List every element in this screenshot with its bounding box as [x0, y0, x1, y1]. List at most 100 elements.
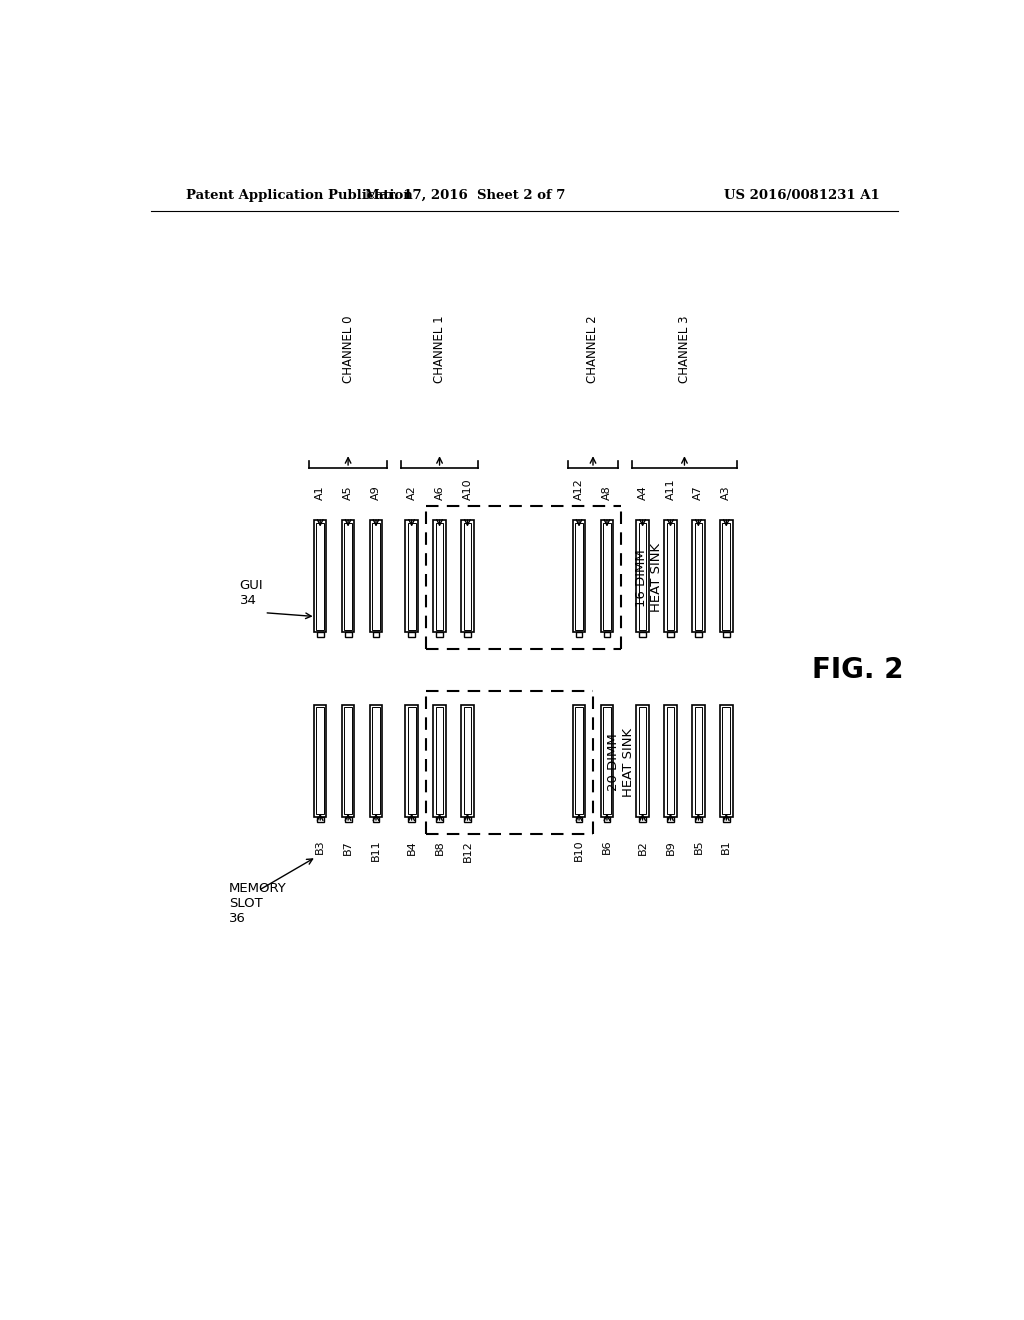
Bar [692, 520, 705, 632]
Bar [316, 523, 324, 630]
Bar [636, 705, 649, 817]
Bar [692, 705, 705, 817]
Text: B3: B3 [315, 840, 326, 854]
Bar [344, 523, 352, 630]
Bar [665, 705, 677, 817]
Text: B6: B6 [602, 840, 612, 854]
Text: A2: A2 [407, 486, 417, 500]
Bar [373, 817, 380, 822]
Bar [720, 705, 732, 817]
Text: A12: A12 [574, 479, 584, 500]
Text: A8: A8 [602, 486, 612, 500]
Bar [342, 520, 354, 632]
Text: CHANNEL 3: CHANNEL 3 [678, 315, 691, 383]
Bar [695, 817, 701, 822]
Bar [639, 817, 646, 822]
Bar [603, 817, 610, 822]
Bar [639, 708, 646, 814]
Bar [370, 705, 382, 817]
Bar [408, 523, 416, 630]
Bar [667, 523, 675, 630]
Bar [665, 520, 677, 632]
Bar [667, 817, 674, 822]
Bar [345, 632, 351, 638]
Text: B4: B4 [407, 840, 417, 854]
Text: A4: A4 [638, 486, 647, 500]
Text: B5: B5 [693, 840, 703, 854]
Bar [603, 632, 610, 638]
Bar [408, 708, 416, 814]
Bar [723, 817, 730, 822]
Bar [601, 520, 613, 632]
Bar [436, 817, 443, 822]
Text: MEMORY
SLOT
36: MEMORY SLOT 36 [228, 882, 287, 925]
Bar [406, 705, 418, 817]
Bar [601, 705, 613, 817]
Text: CHANNEL 2: CHANNEL 2 [587, 315, 599, 383]
Bar [461, 705, 474, 817]
Bar [720, 520, 732, 632]
Bar [464, 708, 471, 814]
Bar [603, 523, 611, 630]
Bar [723, 632, 730, 638]
Bar [435, 523, 443, 630]
Bar [695, 632, 701, 638]
Bar [722, 708, 730, 814]
Bar [694, 523, 702, 630]
Text: B10: B10 [574, 840, 584, 862]
Bar [433, 520, 445, 632]
Text: A3: A3 [721, 486, 731, 500]
Bar [342, 705, 354, 817]
Bar [316, 632, 324, 638]
Text: B2: B2 [638, 840, 647, 854]
Bar [409, 817, 415, 822]
Text: 16 DIMM
HEAT SINK: 16 DIMM HEAT SINK [635, 543, 663, 612]
Text: B11: B11 [371, 840, 381, 862]
Bar [575, 708, 583, 814]
Text: CHANNEL 0: CHANNEL 0 [342, 315, 354, 383]
Bar [639, 523, 646, 630]
Bar [435, 708, 443, 814]
Bar [575, 523, 583, 630]
Bar [603, 708, 611, 814]
Bar [372, 708, 380, 814]
Text: B1: B1 [721, 840, 731, 854]
Text: A9: A9 [371, 486, 381, 500]
Text: US 2016/0081231 A1: US 2016/0081231 A1 [724, 189, 880, 202]
Bar [464, 523, 471, 630]
Bar [406, 520, 418, 632]
Text: Patent Application Publication: Patent Application Publication [186, 189, 413, 202]
Text: A1: A1 [315, 486, 326, 500]
Bar [316, 817, 324, 822]
Bar [372, 523, 380, 630]
Text: B12: B12 [463, 840, 472, 862]
Bar [436, 632, 443, 638]
Bar [409, 632, 415, 638]
Bar [314, 705, 327, 817]
Text: A10: A10 [463, 479, 472, 500]
Bar [370, 520, 382, 632]
Text: GUI
34: GUI 34 [240, 579, 263, 607]
Bar [572, 520, 586, 632]
Bar [464, 817, 471, 822]
Text: Mar. 17, 2016  Sheet 2 of 7: Mar. 17, 2016 Sheet 2 of 7 [365, 189, 565, 202]
Bar [373, 632, 380, 638]
Bar [722, 523, 730, 630]
Bar [575, 817, 583, 822]
Bar [667, 632, 674, 638]
Text: FIG. 2: FIG. 2 [812, 656, 903, 685]
Bar [345, 817, 351, 822]
Bar [316, 708, 324, 814]
Bar [314, 520, 327, 632]
Text: CHANNEL 1: CHANNEL 1 [433, 315, 446, 383]
Bar [464, 632, 471, 638]
Bar [636, 520, 649, 632]
Text: A7: A7 [693, 486, 703, 500]
Text: 20 DIMM
HEAT SINK: 20 DIMM HEAT SINK [607, 727, 635, 797]
Bar [667, 708, 675, 814]
Text: B9: B9 [666, 840, 676, 854]
Bar [694, 708, 702, 814]
Bar [572, 705, 586, 817]
Bar [575, 632, 583, 638]
Text: A11: A11 [666, 479, 676, 500]
